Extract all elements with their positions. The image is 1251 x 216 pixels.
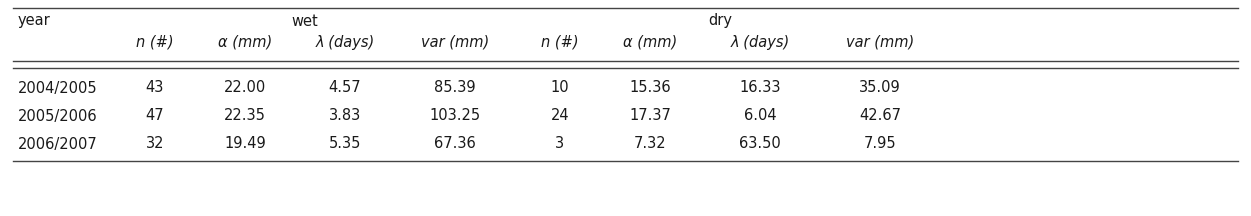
Text: 17.37: 17.37 xyxy=(629,108,671,124)
Text: 67.36: 67.36 xyxy=(434,137,475,151)
Text: 42.67: 42.67 xyxy=(859,108,901,124)
Text: year: year xyxy=(18,13,51,29)
Text: n (#): n (#) xyxy=(542,35,579,49)
Text: λ (days): λ (days) xyxy=(731,35,789,49)
Text: wet: wet xyxy=(291,13,318,29)
Text: 4.57: 4.57 xyxy=(329,81,362,95)
Text: 2005/2006: 2005/2006 xyxy=(18,108,98,124)
Text: 3.83: 3.83 xyxy=(329,108,362,124)
Text: 6.04: 6.04 xyxy=(743,108,777,124)
Text: 15.36: 15.36 xyxy=(629,81,671,95)
Text: 5.35: 5.35 xyxy=(329,137,362,151)
Text: 19.49: 19.49 xyxy=(224,137,266,151)
Text: var (mm): var (mm) xyxy=(420,35,489,49)
Text: 43: 43 xyxy=(146,81,164,95)
Text: 24: 24 xyxy=(550,108,569,124)
Text: 2004/2005: 2004/2005 xyxy=(18,81,98,95)
Text: 47: 47 xyxy=(145,108,164,124)
Text: 32: 32 xyxy=(146,137,164,151)
Text: 85.39: 85.39 xyxy=(434,81,475,95)
Text: α (mm): α (mm) xyxy=(218,35,273,49)
Text: 10: 10 xyxy=(550,81,569,95)
Text: 3: 3 xyxy=(555,137,564,151)
Text: 7.95: 7.95 xyxy=(863,137,896,151)
Text: n (#): n (#) xyxy=(136,35,174,49)
Text: 103.25: 103.25 xyxy=(429,108,480,124)
Text: 7.32: 7.32 xyxy=(634,137,667,151)
Text: var (mm): var (mm) xyxy=(846,35,914,49)
Text: 63.50: 63.50 xyxy=(739,137,781,151)
Text: 16.33: 16.33 xyxy=(739,81,781,95)
Text: 35.09: 35.09 xyxy=(859,81,901,95)
Text: 22.35: 22.35 xyxy=(224,108,266,124)
Text: λ (days): λ (days) xyxy=(315,35,374,49)
Text: 2006/2007: 2006/2007 xyxy=(18,137,98,151)
Text: 22.00: 22.00 xyxy=(224,81,266,95)
Text: dry: dry xyxy=(708,13,732,29)
Text: α (mm): α (mm) xyxy=(623,35,677,49)
